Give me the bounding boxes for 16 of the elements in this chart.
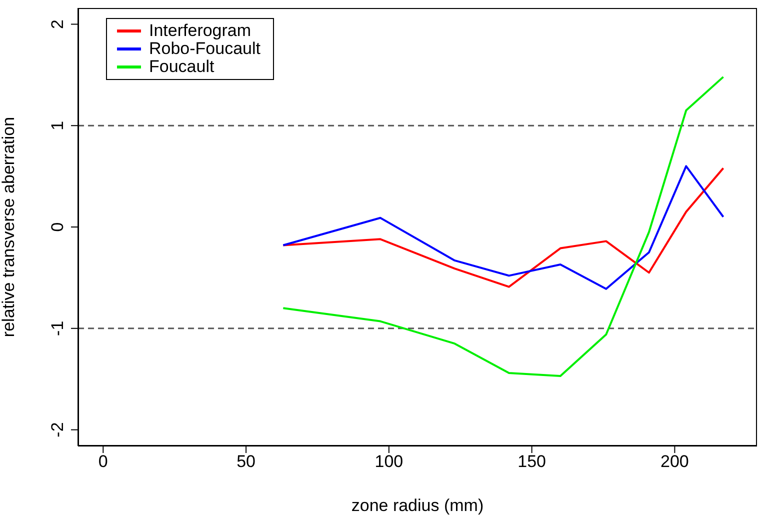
y-tick-label: 1 [48,120,67,130]
x-tick-label: 50 [236,452,256,472]
x-tick-label: 150 [518,452,546,472]
y-tick-label: 2 [48,19,67,29]
y-tick-label: 0 [48,222,67,232]
y-tick-label: -2 [48,422,67,438]
x-axis-title: zone radius (mm) [351,496,484,515]
legend-label: Interferogram [149,21,252,40]
legend-label: Robo-Foucault [149,39,261,58]
x-tick-label: 100 [374,452,404,472]
y-tick-label: -1 [48,320,67,336]
y-axis-title: relative transverse aberration [0,116,18,338]
x-tick-label: 200 [660,452,689,472]
line-series [282,76,724,378]
legend-label: Foucault [149,57,214,76]
x-tick-label: 0 [98,452,108,472]
